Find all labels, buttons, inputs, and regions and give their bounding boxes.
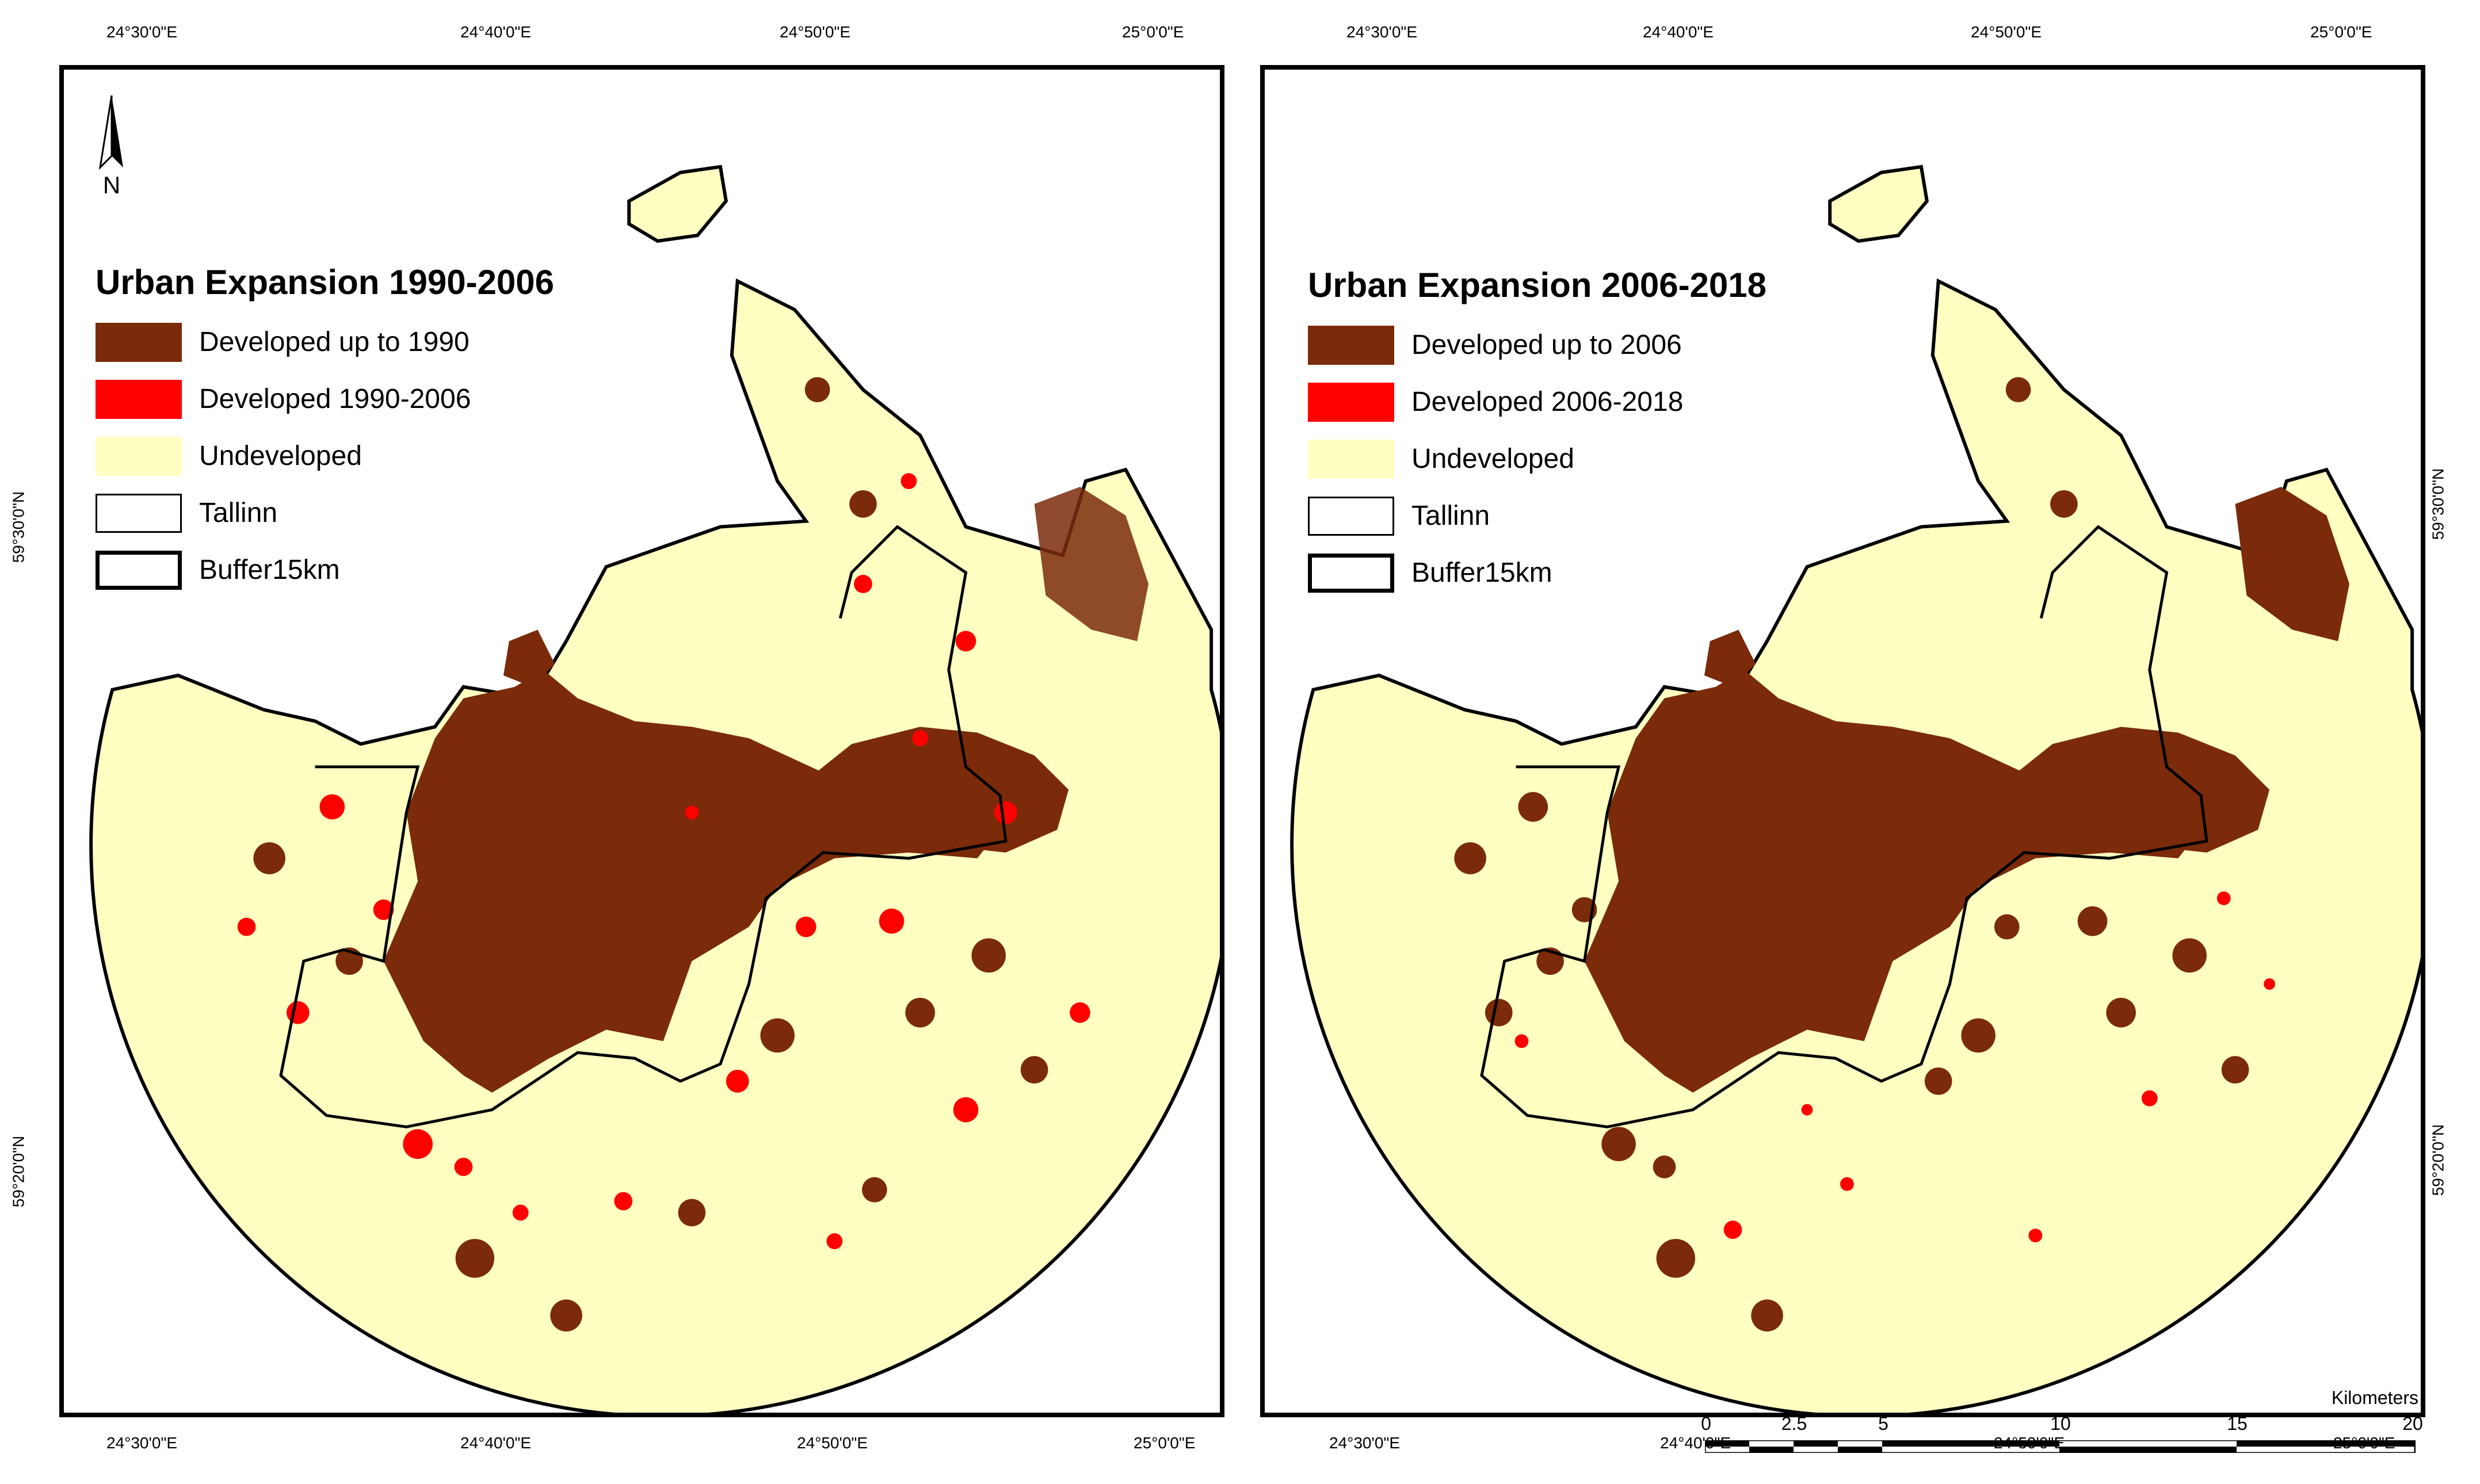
legend-label: Developed up to 1990 [199, 327, 470, 357]
longitude-label: 24°40'0"E [460, 23, 532, 41]
legend-item-undeveloped: Undeveloped [96, 428, 554, 485]
legend-swatch [1308, 382, 1394, 422]
longitude-label: 24°50'0"E [1971, 23, 2042, 41]
map-frame: N Urban Expansion 1990-2006 Developed up… [59, 65, 1224, 1417]
longitude-label: 24°30'0"E [1346, 23, 1418, 41]
developed-harbour [503, 630, 555, 687]
legend-item-undeveloped: Undeveloped [1308, 430, 1766, 487]
legend-label: Undeveloped [199, 441, 362, 471]
legend-label: Developed 2006-2018 [1411, 387, 1684, 417]
tallinn-boundary [1480, 525, 2208, 1128]
legend-label: Buffer15km [199, 555, 340, 585]
longitude-label: 24°40'0"E [1643, 23, 1714, 41]
longitude-label: 24°30'0"E [106, 1434, 178, 1452]
legend-swatch [96, 550, 182, 590]
map-frame: Urban Expansion 2006-2018 Developed up t… [1260, 65, 2425, 1453]
legend: Urban Expansion 2006-2018 Developed up t… [1308, 265, 1766, 601]
legend-swatch [1308, 439, 1394, 479]
legend-swatch [96, 379, 182, 419]
legend-label: Tallinn [1411, 501, 1490, 531]
legend-title: Urban Expansion 2006-2018 [1308, 266, 1767, 304]
longitude-label: 24°30'0"E [106, 23, 178, 41]
longitude-label: 24°50'0"E [797, 1434, 868, 1452]
legend-swatch [96, 493, 182, 533]
developed-core [1584, 669, 2202, 1093]
developed-east [1995, 727, 2270, 853]
legend-item-developed: Developed up to 2006 [1308, 316, 1766, 373]
scale-tick-label: 5 [1878, 1413, 1888, 1434]
scale-tick-label: 2.5 [1781, 1413, 1807, 1434]
urban-expansion-map [89, 165, 1220, 1413]
legend-item-buffer: Buffer15km [1308, 544, 1766, 601]
legend: Urban Expansion 1990-2006 Developed up t… [96, 262, 554, 598]
legend-item-new-development: Developed 2006-2018 [1308, 373, 1766, 430]
north-arrow-icon: N [98, 95, 123, 199]
north-arrow: N [86, 93, 138, 199]
developed-core [383, 669, 1001, 1093]
legend-label: Buffer15km [1411, 558, 1552, 588]
scale-tick-label: 0 [1701, 1413, 1711, 1434]
legend-swatch [1308, 325, 1394, 365]
longitude-label: 24°40'0"E [460, 1434, 532, 1452]
legend-item-tallinn: Tallinn [1308, 487, 1766, 544]
longitude-label: 25°0'0"E [2310, 23, 2372, 41]
legend-swatch [96, 322, 182, 362]
island [627, 165, 728, 243]
legend-label: Undeveloped [1411, 444, 1574, 474]
latitude-label: 59°20'0"N [9, 1135, 28, 1208]
longitude-label: 25°0'0"E [2333, 1434, 2395, 1452]
scale-unit-label: Kilometers [2331, 1387, 2418, 1408]
legend-swatch [1308, 553, 1394, 593]
legend-label: Developed 1990-2006 [199, 384, 471, 414]
developed-northeast [1034, 487, 1149, 642]
legend-label: Tallinn [199, 498, 278, 528]
developed-harbour [1704, 630, 1756, 687]
legend-item-buffer: Buffer15km [96, 541, 554, 598]
longitude-label: 25°0'0"E [1134, 1434, 1196, 1452]
legend-label: Developed up to 2006 [1411, 330, 1682, 360]
latitude-label: 59°30'0"N [9, 491, 28, 563]
legend-item-developed: Developed up to 1990 [96, 314, 554, 371]
longitude-label: 24°30'0"E [1329, 1434, 1401, 1452]
scale-tick-label: 20 [2402, 1413, 2423, 1434]
island [1828, 165, 1929, 243]
new-development-patches [1514, 891, 2276, 1243]
legend-item-tallinn: Tallinn [96, 485, 554, 541]
longitude-label: 25°0'0"E [1122, 23, 1184, 41]
map-panel-2006-2018: 24°30'0"E 24°40'0"E 24°50'0"E 25°0'0"E 5… [1240, 0, 2480, 1484]
longitude-label: 24°50'0"E [780, 23, 851, 41]
legend-title: Urban Expansion 1990-2006 [96, 263, 555, 302]
longitude-label: 24°40'0"E [1660, 1434, 1731, 1452]
tallinn-boundary [279, 525, 1008, 1128]
longitude-label: 24°50'0"E [1994, 1434, 2065, 1452]
developed-patches [253, 377, 1048, 1332]
legend-swatch [96, 436, 182, 476]
scale-bar-graphic [1705, 1440, 2416, 1453]
new-development-patches [237, 473, 1090, 1249]
map-panel-1990-2006: 24°30'0"E 24°40'0"E 24°50'0"E 25°0'0"E 5… [9, 23, 1224, 1452]
developed-patches [1454, 377, 2249, 1332]
latitude-label: 59°20'0"N [2429, 1124, 2447, 1196]
scale-bar: Kilometers 0 2.5 5 10 15 20 [1699, 1387, 2423, 1456]
north-label: N [103, 171, 120, 196]
urban-expansion-map [1290, 165, 2421, 1413]
legend-item-new-development: Developed 1990-2006 [96, 371, 554, 428]
scale-tick-label: 15 [2227, 1413, 2248, 1434]
scale-tick-label: 10 [2050, 1413, 2071, 1434]
latitude-label: 59°30'0"N [2429, 468, 2447, 540]
developed-northeast [2235, 487, 2349, 642]
legend-swatch [1308, 496, 1394, 536]
